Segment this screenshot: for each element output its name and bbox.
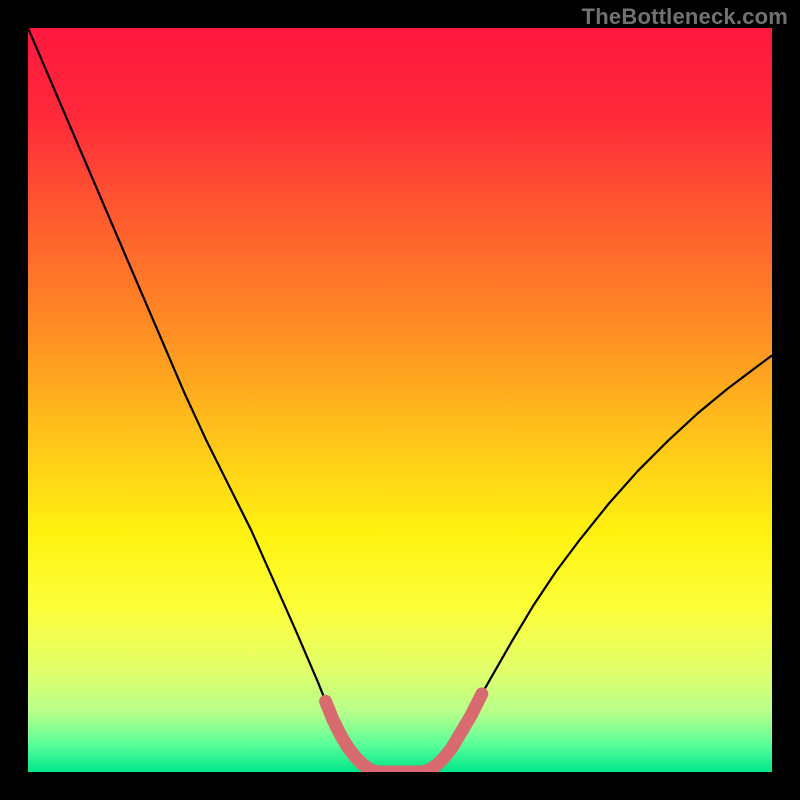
chart-frame: TheBottleneck.com — [0, 0, 800, 800]
chart-plot-area — [28, 28, 772, 772]
watermark-text: TheBottleneck.com — [582, 4, 788, 30]
chart-background — [28, 28, 772, 772]
chart-svg — [28, 28, 772, 772]
